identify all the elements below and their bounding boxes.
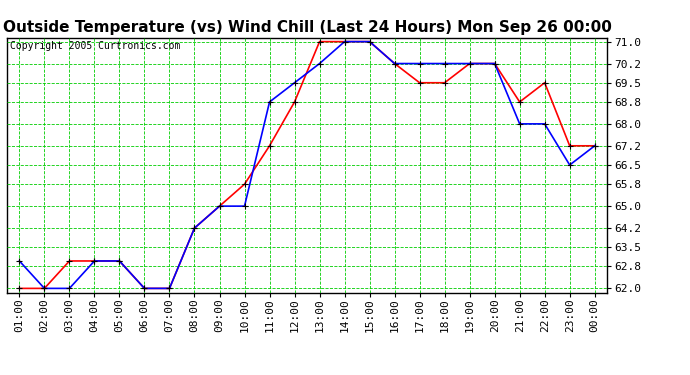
Title: Outside Temperature (vs) Wind Chill (Last 24 Hours) Mon Sep 26 00:00: Outside Temperature (vs) Wind Chill (Las… (3, 20, 611, 35)
Text: Copyright 2005 Curtronics.com: Copyright 2005 Curtronics.com (10, 41, 180, 51)
